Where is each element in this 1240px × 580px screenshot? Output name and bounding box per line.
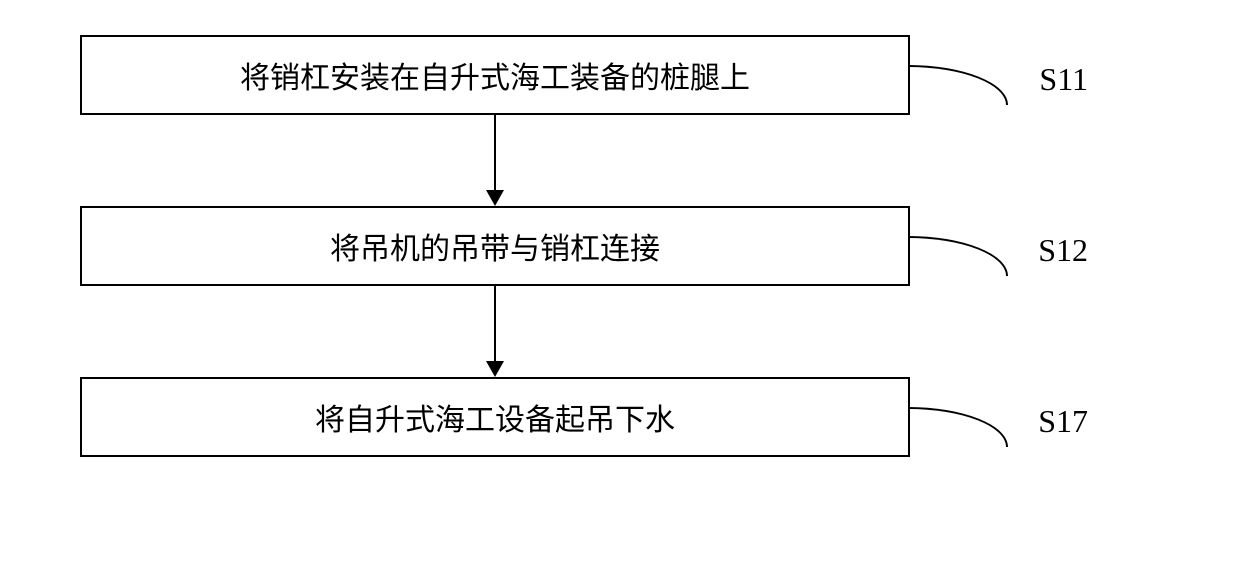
arrow-container-2 <box>80 286 910 377</box>
step-text-s12: 将吊机的吊带与销杠连接 <box>330 224 660 268</box>
step-box-s11: 将销杠安装在自升式海工装备的桩腿上 S11 <box>80 35 910 115</box>
connector-s11 <box>908 65 1008 105</box>
arrow-2 <box>486 286 504 377</box>
step-box-s17: 将自升式海工设备起吊下水 S17 <box>80 377 910 457</box>
step-text-s11: 将销杠安装在自升式海工装备的桩腿上 <box>240 53 750 97</box>
arrow-line-2 <box>494 286 496 361</box>
step-text-s17: 将自升式海工设备起吊下水 <box>315 395 675 439</box>
step-box-s12: 将吊机的吊带与销杠连接 S12 <box>80 206 910 286</box>
step-label-s17: S17 <box>1038 403 1088 440</box>
arrow-head-1 <box>486 190 504 206</box>
arrow-head-2 <box>486 361 504 377</box>
arrow-1 <box>486 115 504 206</box>
flowchart-container: 将销杠安装在自升式海工装备的桩腿上 S11 将吊机的吊带与销杠连接 S12 将自… <box>80 35 1160 457</box>
connector-s12 <box>908 236 1008 276</box>
step-label-s11: S11 <box>1039 61 1088 98</box>
arrow-line-1 <box>494 115 496 190</box>
step-label-s12: S12 <box>1038 232 1088 269</box>
connector-s17 <box>908 407 1008 447</box>
arrow-container-1 <box>80 115 910 206</box>
